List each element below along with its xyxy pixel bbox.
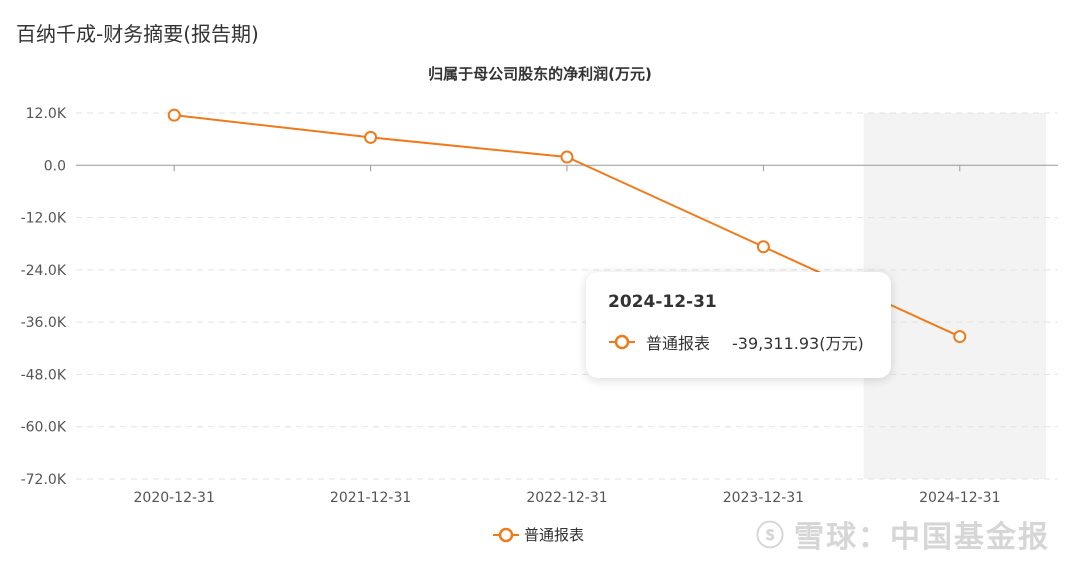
tooltip-series-name: 普通报表: [646, 334, 711, 353]
hover-highlight-band: [863, 113, 1046, 479]
y-tick-label: -60.0K: [21, 420, 67, 436]
legend-marker-icon: [493, 527, 519, 542]
y-tick-label: 12.0K: [26, 106, 67, 122]
x-tick-label: 2024-12-31: [919, 490, 1000, 506]
watermark-text: 雪球：中国基金报: [794, 520, 1050, 555]
page-title: 百纳千成-财务摘要(报告期): [16, 22, 259, 46]
y-tick-label: -48.0K: [21, 367, 67, 383]
watermark: ⓢ 雪球：中国基金报: [756, 512, 1050, 556]
data-point: [560, 150, 574, 164]
x-axis-ticks: 2020-12-31 2021-12-31 2022-12-31 2023-12-31…: [134, 165, 1000, 506]
data-point: [953, 330, 967, 344]
tooltip-row: 普通报表 -39,311.93(万元): [608, 330, 869, 354]
y-tick-label: -72.0K: [21, 472, 67, 488]
legend-item[interactable]: 普通报表: [492, 524, 584, 545]
chart-title: 归属于母公司股东的净利润(万元): [428, 65, 652, 83]
data-point: [167, 108, 181, 122]
x-tick-label: 2023-12-31: [723, 490, 804, 506]
data-point: [756, 240, 770, 254]
x-tick-label: 2021-12-31: [330, 490, 411, 506]
y-tick-label: -24.0K: [21, 263, 67, 279]
y-tick-label: -12.0K: [21, 211, 67, 227]
snowball-logo-icon: ⓢ: [755, 519, 786, 552]
tooltip-value: -39,311.93(万元): [732, 334, 864, 353]
y-tick-label: 0.0: [44, 158, 66, 174]
series-marker-icon: [609, 334, 635, 350]
data-point: [364, 130, 378, 144]
y-tick-label: -36.0K: [21, 315, 67, 331]
tooltip-date: 2024-12-31: [608, 292, 717, 312]
x-tick-label: 2022-12-31: [526, 490, 607, 506]
x-tick-label: 2020-12-31: [134, 490, 215, 506]
legend-label: 普通报表: [524, 526, 585, 544]
y-axis-ticks: 12.0K 0.0 -12.0K -24.0K -36.0K -48.0K -60.0K -7…: [21, 106, 67, 488]
tooltip: 2024-12-31 普通报表 -39,311.93(万元): [586, 272, 891, 378]
